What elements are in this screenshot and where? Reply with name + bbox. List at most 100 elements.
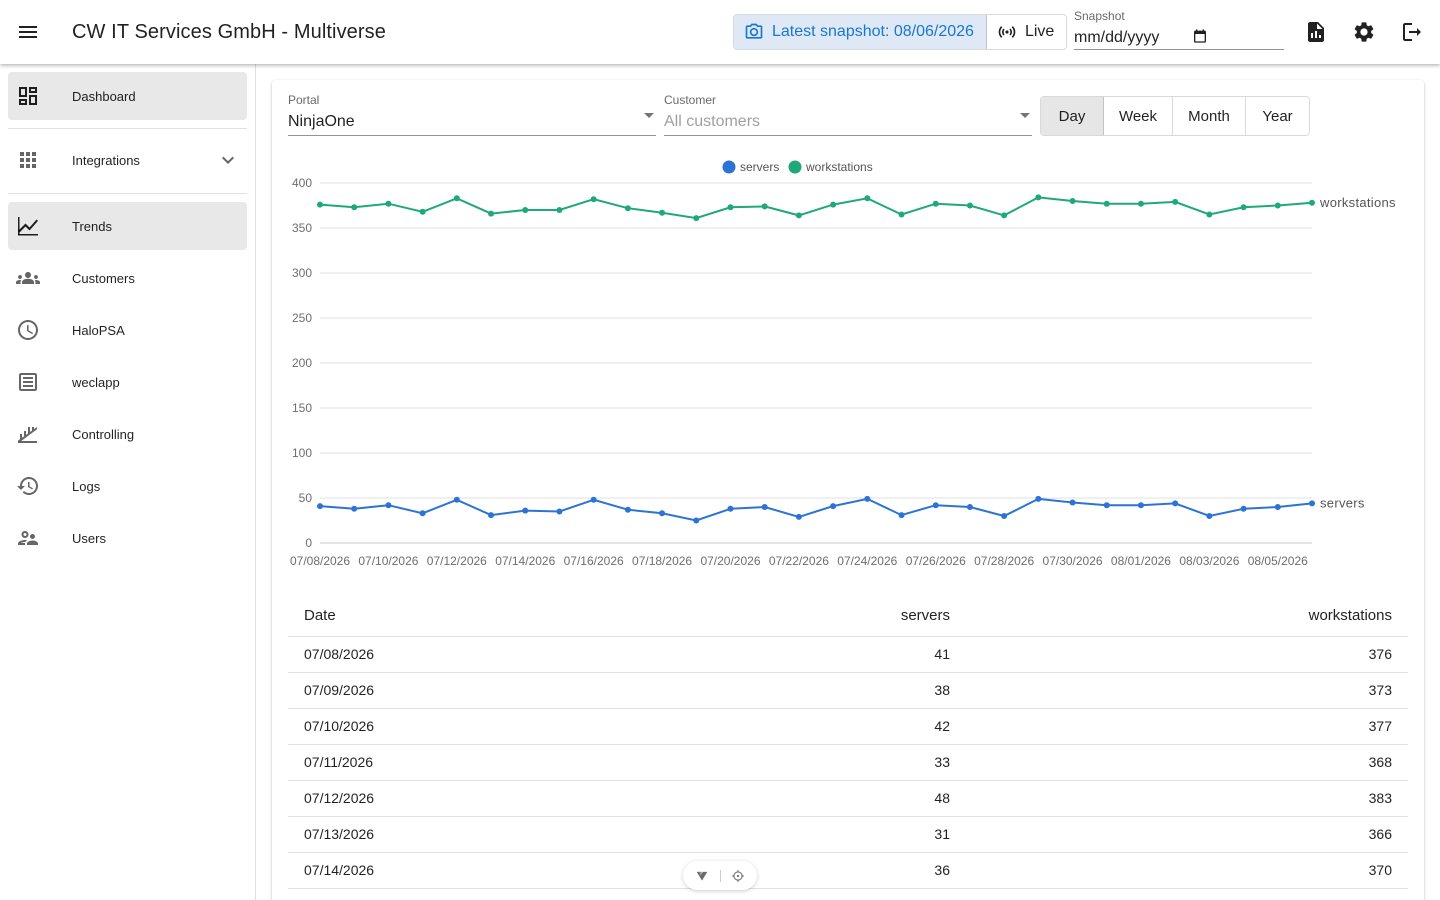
dev-toolbar[interactable] [683, 861, 757, 890]
logout-icon[interactable] [1392, 12, 1432, 52]
series-end-label: servers [1320, 495, 1365, 510]
range-month-button[interactable]: Month [1173, 97, 1246, 135]
latest-snapshot-button[interactable]: Latest snapshot: 08/06/2026 [734, 15, 987, 49]
sidebar-item-label: Controlling [72, 426, 135, 442]
data-point-servers [1309, 500, 1315, 507]
cell-servers: 33 [608, 744, 950, 781]
gear-icon[interactable] [1344, 12, 1384, 52]
trend-table: Date servers workstations 07/08/2026 41 37… [288, 596, 1408, 889]
y-tick-label: 300 [292, 266, 312, 280]
column-header-workstations[interactable]: workstations [950, 596, 1408, 637]
table-row: 07/09/2026 38 373 [288, 672, 1408, 709]
sidebar-item-logs[interactable]: Logs [8, 462, 247, 510]
report-file-icon[interactable] [1296, 12, 1336, 52]
x-tick-label: 07/08/2026 [290, 554, 350, 568]
legend-swatch-servers [722, 160, 736, 174]
crosshair-icon[interactable] [731, 869, 745, 883]
snapshot-date-input[interactable]: mm/dd/yyyy [1074, 29, 1160, 46]
cell-date: 07/10/2026 [288, 708, 608, 745]
sidebar-item-label: HaloPSA [72, 322, 125, 338]
menu-icon[interactable] [8, 12, 48, 52]
people-icon [16, 526, 40, 550]
data-point-servers [1001, 513, 1008, 519]
trends-card: Portal NinjaOne Customer All customers D… [272, 80, 1424, 900]
table-row: 07/08/2026 41 376 [288, 636, 1408, 673]
sidebar-divider [8, 193, 247, 194]
vuetify-logo-icon[interactable] [695, 869, 709, 883]
sidebar-item-label: Integrations [72, 152, 140, 168]
data-point-workstations [556, 207, 563, 213]
legend-swatch-workstations [788, 160, 802, 174]
sidebar-item-customers[interactable]: Customers [8, 254, 247, 302]
table-header-row: Date servers workstations [288, 596, 1408, 637]
sidebar-item-integrations[interactable]: Integrations [8, 136, 247, 184]
data-point-workstations [864, 195, 871, 202]
y-tick-label: 200 [292, 356, 312, 370]
snapshot-date-field[interactable]: Snapshot mm/dd/yyyy [1074, 8, 1284, 50]
sidebar-item-dashboard[interactable]: Dashboard [8, 72, 247, 120]
range-day-button[interactable]: Day [1041, 97, 1104, 135]
data-point-workstations [1103, 200, 1110, 207]
data-point-servers [932, 502, 939, 509]
groups-icon [16, 266, 40, 290]
x-tick-label: 08/01/2026 [1111, 554, 1171, 568]
sidebar-item-label: weclapp [72, 374, 120, 390]
sidebar-item-trends[interactable]: Trends [8, 202, 247, 250]
column-header-date[interactable]: Date [288, 596, 608, 637]
sidebar: Dashboard Integrations Trends Customers … [0, 64, 256, 900]
portal-label: Portal [288, 93, 320, 107]
app-title: CW IT Services GmbH - Multiverse [72, 21, 386, 43]
data-point-workstations [659, 209, 666, 216]
sidebar-item-users[interactable]: Users [8, 514, 247, 562]
data-point-servers [453, 496, 460, 503]
sidebar-item-label: Dashboard [72, 88, 136, 104]
data-point-servers [830, 503, 837, 510]
x-tick-label: 07/10/2026 [358, 554, 418, 568]
data-point-workstations [1172, 198, 1179, 205]
chevron-down-icon[interactable] [216, 148, 240, 172]
data-point-servers [556, 508, 563, 515]
data-point-servers [522, 507, 529, 514]
x-tick-label: 07/30/2026 [1043, 554, 1103, 568]
x-tick-label: 07/16/2026 [564, 554, 624, 568]
y-tick-label: 250 [292, 311, 312, 325]
data-point-workstations [590, 196, 597, 203]
sidebar-divider [8, 128, 247, 129]
calendar-icon[interactable] [1192, 28, 1208, 44]
data-point-servers [795, 513, 802, 520]
sidebar-item-weclapp[interactable]: weclapp [8, 358, 247, 406]
cell-servers: 42 [608, 708, 950, 745]
trend-line-icon [16, 214, 40, 238]
range-year-button[interactable]: Year [1246, 97, 1309, 135]
y-tick-label: 0 [305, 536, 312, 550]
x-tick-label: 08/05/2026 [1248, 554, 1308, 568]
data-point-workstations [693, 215, 700, 222]
sidebar-item-halopsa[interactable]: HaloPSA [8, 306, 247, 354]
portal-select[interactable]: Portal NinjaOne [288, 92, 656, 136]
data-point-servers [864, 495, 871, 502]
data-point-workstations [727, 204, 734, 211]
cell-date: 07/09/2026 [288, 672, 608, 709]
cell-servers: 31 [608, 816, 950, 853]
camera-icon [744, 22, 764, 42]
x-tick-label: 07/20/2026 [700, 554, 760, 568]
clock-icon [16, 318, 40, 342]
column-header-servers[interactable]: servers [608, 596, 950, 637]
data-point-servers [488, 512, 495, 519]
customer-select[interactable]: Customer All customers [664, 92, 1032, 136]
data-point-servers [1240, 505, 1247, 512]
x-tick-label: 07/22/2026 [769, 554, 829, 568]
x-tick-label: 08/03/2026 [1179, 554, 1239, 568]
range-week-button[interactable]: Week [1104, 97, 1173, 135]
data-point-servers [624, 506, 631, 513]
cell-servers: 36 [608, 852, 950, 889]
sidebar-item-controlling[interactable]: Controlling [8, 410, 247, 458]
data-point-servers [317, 503, 323, 510]
series-line-workstations [319, 196, 1313, 220]
trend-chart-svg: 0 50 100 150 200 250 300 350 400 07/08/2026 07/10/… [290, 160, 1396, 568]
table-row: 07/11/2026 33 368 [288, 744, 1408, 781]
live-button[interactable]: Live [986, 15, 1067, 49]
cell-workstations: 383 [950, 780, 1408, 817]
cell-workstations: 368 [950, 744, 1408, 781]
table-row: 07/13/2026 31 366 [288, 816, 1408, 853]
